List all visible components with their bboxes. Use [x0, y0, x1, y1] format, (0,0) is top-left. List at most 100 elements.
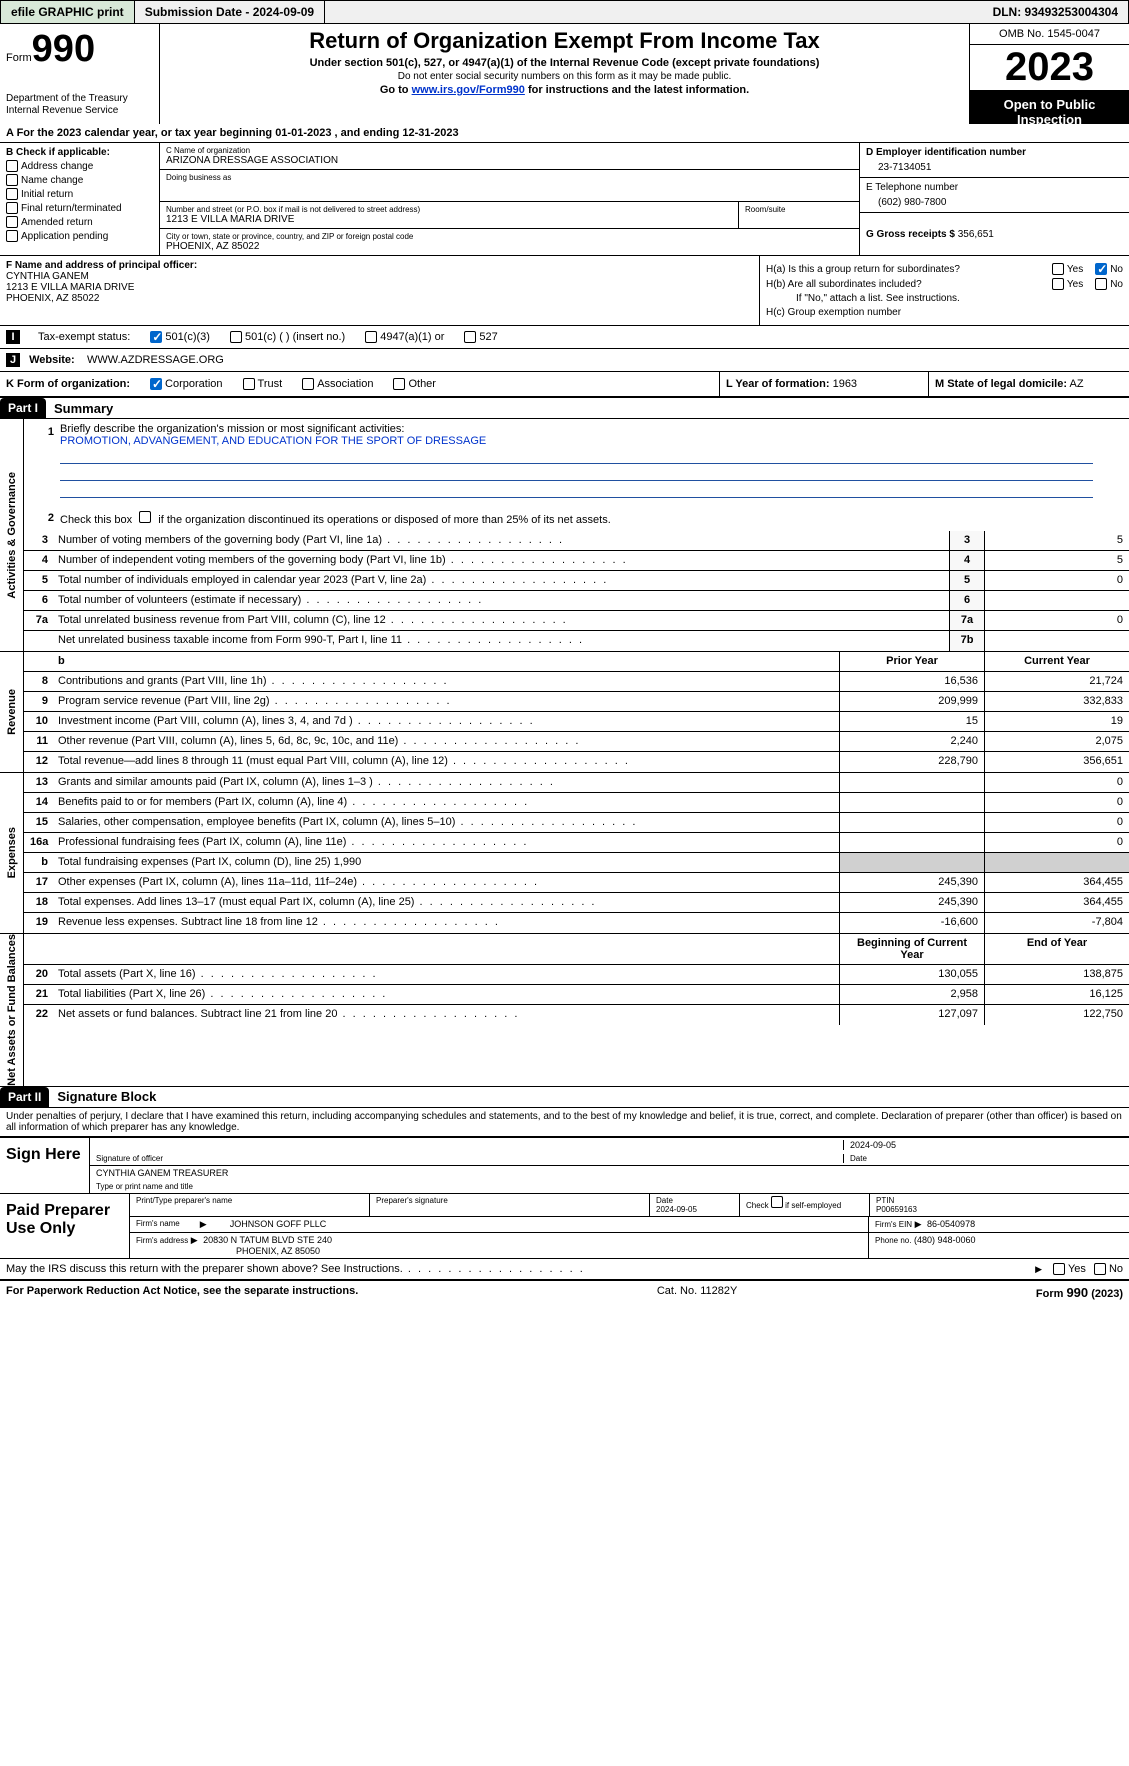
prior-value: 2,240	[839, 732, 984, 751]
chk-label: Initial return	[21, 189, 73, 200]
hc-label: H(c) Group exemption number	[766, 307, 901, 318]
prior-value: -16,600	[839, 913, 984, 933]
checkbox-icon	[1095, 263, 1107, 275]
prep-date-lbl: Date	[656, 1196, 733, 1205]
prior-value: 245,390	[839, 873, 984, 892]
form-header: Form990 Department of the Treasury Inter…	[0, 24, 1129, 134]
website-link[interactable]: WWW.AZDRESSAGE.ORG	[87, 354, 224, 366]
ssn-warning: Do not enter social security numbers on …	[166, 71, 963, 82]
discuss-text: May the IRS discuss this return with the…	[6, 1263, 1035, 1275]
opt-label: Trust	[258, 378, 283, 390]
prior-value	[839, 793, 984, 812]
cell-gross: G Gross receipts $ 356,651	[860, 213, 1129, 244]
m-label: M State of legal domicile:	[935, 378, 1067, 390]
side-tab-net: Net Assets or Fund Balances	[0, 934, 24, 1086]
gray-cell	[984, 853, 1129, 872]
side-label: Activities & Governance	[6, 472, 18, 599]
chk-amended-return[interactable]: Amended return	[6, 216, 153, 228]
opt-label: 501(c)(3)	[165, 331, 210, 343]
mission-text: PROMOTION, ADVANGEMENT, AND EDUCATION FO…	[60, 435, 486, 447]
chk-label: Name change	[21, 175, 83, 186]
curr-value: 364,455	[984, 873, 1129, 892]
cell-phone: E Telephone number (602) 980-7800	[860, 178, 1129, 213]
type-print-label: Type or print name and title	[90, 1180, 1129, 1193]
i-501c3[interactable]: 501(c)(3)	[150, 331, 210, 343]
ha-no[interactable]: No	[1095, 263, 1123, 275]
cell-org-name: C Name of organization ARIZONA DRESSAGE …	[160, 143, 859, 170]
checkbox-icon	[1052, 263, 1064, 275]
hb-yes[interactable]: Yes	[1052, 278, 1083, 290]
sign-date: 2024-09-05	[843, 1140, 1123, 1150]
checkbox-icon[interactable]	[139, 511, 151, 523]
table-row: bTotal fundraising expenses (Part IX, co…	[24, 853, 1129, 873]
form-990-page: efile GRAPHIC print Submission Date - 20…	[0, 0, 1129, 1304]
form-ref-no: 990	[1066, 1285, 1088, 1300]
form-990-big: 990	[32, 28, 95, 70]
hb-no[interactable]: No	[1095, 278, 1123, 290]
opt-label: 527	[479, 331, 497, 343]
table-row: 15Salaries, other compensation, employee…	[24, 813, 1129, 833]
line-num	[24, 631, 54, 651]
i-501c[interactable]: 501(c) ( ) (insert no.)	[230, 331, 345, 343]
dln: DLN: 93493253004304	[983, 1, 1128, 23]
checkbox-icon	[6, 188, 18, 200]
firm-ein-lbl: Firm's EIN	[875, 1220, 912, 1229]
chk-app-pending[interactable]: Application pending	[6, 230, 153, 242]
chk-address-change[interactable]: Address change	[6, 160, 153, 172]
i-4947[interactable]: 4947(a)(1) or	[365, 331, 444, 343]
i-527[interactable]: 527	[464, 331, 497, 343]
line-desc: Total liabilities (Part X, line 26)	[54, 985, 839, 1004]
table-row: 16aProfessional fundraising fees (Part I…	[24, 833, 1129, 853]
gray-cell	[839, 853, 984, 872]
discuss-no[interactable]: No	[1094, 1263, 1123, 1275]
table-row: 21Total liabilities (Part X, line 26)2,9…	[24, 985, 1129, 1005]
curr-value: -7,804	[984, 913, 1129, 933]
chk-name-change[interactable]: Name change	[6, 174, 153, 186]
hb-line: H(b) Are all subordinates included? Yes …	[766, 278, 1123, 290]
k-corp[interactable]: Corporation	[150, 378, 222, 390]
table-row: 3Number of voting members of the governi…	[24, 531, 1129, 551]
f-label: F Name and address of principal officer:	[6, 260, 753, 271]
chk-label: Application pending	[21, 231, 108, 242]
prior-value: 209,999	[839, 692, 984, 711]
irs-link[interactable]: www.irs.gov/Form990	[412, 84, 525, 96]
hb-label: H(b) Are all subordinates included?	[766, 279, 1040, 290]
opt-label: 4947(a)(1) or	[380, 331, 444, 343]
discuss-yes[interactable]: Yes	[1053, 1263, 1086, 1275]
dept-treasury: Department of the Treasury Internal Reve…	[6, 93, 153, 119]
goto-pre: Go to	[380, 84, 412, 96]
curr-value: 0	[984, 793, 1129, 812]
line-num: 3	[24, 531, 54, 550]
k-assoc[interactable]: Association	[302, 378, 373, 390]
line-desc: Number of independent voting members of …	[54, 551, 949, 570]
chk-label: Address change	[21, 161, 93, 172]
k-trust[interactable]: Trust	[243, 378, 283, 390]
hc-line: H(c) Group exemption number	[766, 307, 1123, 318]
header-middle: Return of Organization Exempt From Incom…	[160, 24, 969, 133]
l-label: L Year of formation:	[726, 378, 830, 390]
d-value: 23-7134051	[866, 158, 1123, 173]
goto-post: for instructions and the latest informat…	[525, 84, 749, 96]
line-value: 0	[984, 571, 1129, 590]
ha-yes[interactable]: Yes	[1052, 263, 1083, 275]
chk-initial-return[interactable]: Initial return	[6, 188, 153, 200]
prior-value: 130,055	[839, 965, 984, 984]
checkbox-icon[interactable]	[771, 1196, 783, 1208]
efile-print-button[interactable]: efile GRAPHIC print	[1, 1, 135, 23]
line-desc: Total number of individuals employed in …	[54, 571, 949, 590]
prior-value	[839, 773, 984, 792]
chk-final-return[interactable]: Final return/terminated	[6, 202, 153, 214]
m-value: AZ	[1069, 378, 1083, 390]
f-addr1: 1213 E VILLA MARIA DRIVE	[6, 282, 753, 293]
line-desc: Program service revenue (Part VIII, line…	[54, 692, 839, 711]
curr-year-hdr: Current Year	[984, 652, 1129, 671]
opt-label: Association	[317, 378, 373, 390]
line-num: 4	[24, 551, 54, 570]
line-desc: Net assets or fund balances. Subtract li…	[54, 1005, 839, 1025]
prep-date: 2024-09-05	[656, 1205, 733, 1214]
blank-line	[60, 450, 1093, 464]
k-other[interactable]: Other	[393, 378, 436, 390]
no-label: No	[1110, 279, 1123, 290]
line-desc: Revenue less expenses. Subtract line 18 …	[54, 913, 839, 933]
line-value: 5	[984, 551, 1129, 570]
